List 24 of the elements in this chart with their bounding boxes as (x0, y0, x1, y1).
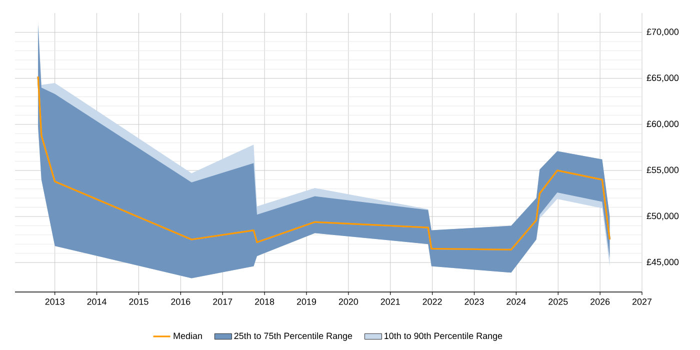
x-tick-label: 2018 (255, 298, 274, 305)
x-tick-label: 2020 (338, 298, 358, 305)
legend-label: Median (174, 332, 202, 340)
x-tick-label: 2014 (87, 298, 106, 305)
y-tick-label: £60,000 (646, 120, 679, 128)
x-tick-label: 2026 (590, 298, 610, 305)
y-tick-label: £45,000 (646, 258, 679, 266)
x-tick-label: 2021 (380, 298, 400, 305)
x-tick-label: 2019 (296, 298, 316, 305)
x-tick-label: 2022 (422, 298, 442, 305)
x-tick-label: 2016 (171, 298, 190, 305)
x-tick-label: 2023 (464, 298, 484, 305)
x-tick-label: 2024 (506, 298, 526, 305)
x-tick-label: 2015 (129, 298, 148, 305)
y-tick-label: £55,000 (646, 166, 679, 174)
legend-label: 10th to 90th Percentile Range (384, 332, 502, 341)
y-tick-label: £50,000 (646, 212, 679, 220)
y-tick-label: £65,000 (646, 74, 679, 82)
x-tick-label: 2027 (632, 298, 652, 305)
y-tick-label: £70,000 (646, 28, 679, 36)
x-tick-label: 2013 (45, 298, 64, 305)
x-tick-label: 2017 (213, 298, 232, 305)
x-tick-label: 2025 (548, 298, 568, 305)
legend-label: 25th to 75th Percentile Range (234, 332, 352, 341)
